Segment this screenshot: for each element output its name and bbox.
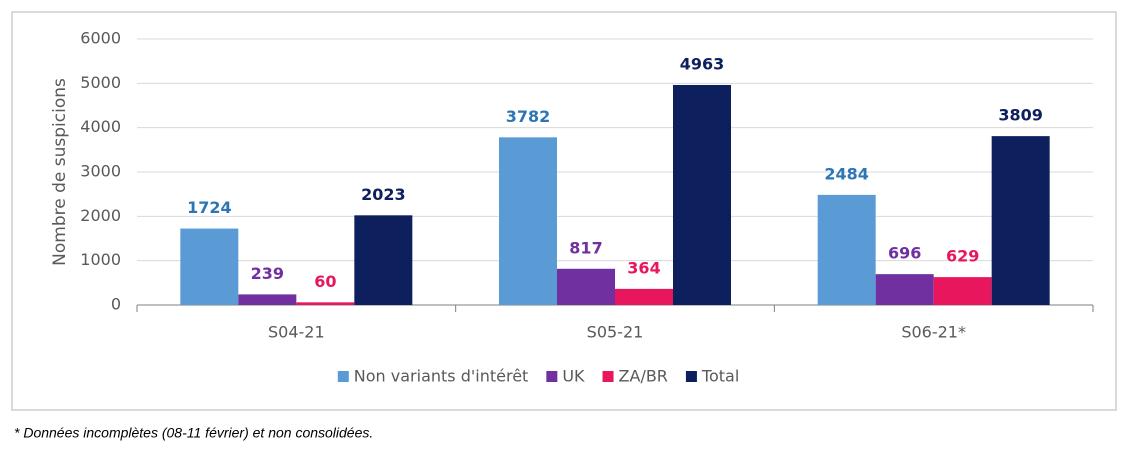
y-tick-label: 4000 xyxy=(80,117,121,136)
y-tick-label: 2000 xyxy=(80,206,121,225)
x-tick-label: S05-21 xyxy=(587,323,644,342)
value-label: 2023 xyxy=(361,185,406,204)
legend-label: Total xyxy=(701,367,739,386)
legend-swatch xyxy=(602,371,614,382)
bar xyxy=(615,288,673,305)
bar xyxy=(238,294,297,305)
y-tick-label: 0 xyxy=(111,295,121,314)
bar xyxy=(180,228,239,305)
y-tick-label: 1000 xyxy=(80,250,121,269)
x-tick-label: S04-21 xyxy=(268,323,325,342)
y-axis-label: Nombre de suspicions xyxy=(50,78,70,266)
value-label: 239 xyxy=(251,264,284,283)
bar xyxy=(499,137,557,305)
bar xyxy=(933,277,992,305)
bar xyxy=(354,215,413,305)
chart-frame xyxy=(11,11,1117,411)
bar xyxy=(296,302,355,305)
legend-label: UK xyxy=(562,367,585,386)
value-label: 2484 xyxy=(824,164,869,183)
bar xyxy=(817,194,876,305)
value-label: 1724 xyxy=(187,198,232,217)
legend-swatch xyxy=(337,371,349,382)
y-tick-label: 5000 xyxy=(80,73,121,92)
value-label: 3809 xyxy=(998,106,1043,125)
legend-swatch xyxy=(546,371,558,382)
bar xyxy=(673,84,731,305)
x-tick-label: S06-21* xyxy=(901,323,966,342)
value-label: 629 xyxy=(946,247,979,266)
value-label: 364 xyxy=(627,258,660,277)
legend-label: Non variants d'intérêt xyxy=(354,367,529,386)
value-label: 4963 xyxy=(680,54,725,73)
legend-label: ZA/BR xyxy=(619,367,668,386)
value-label: 60 xyxy=(314,272,336,291)
value-label: 3782 xyxy=(506,107,551,126)
y-tick-label: 3000 xyxy=(80,162,121,181)
value-label: 817 xyxy=(569,238,602,257)
bar xyxy=(991,136,1050,305)
y-tick-label: 6000 xyxy=(80,29,121,48)
bar xyxy=(875,274,934,305)
legend-swatch xyxy=(685,371,697,382)
footnote: * Données incomplètes (08-11 février) et… xyxy=(14,425,373,441)
bar xyxy=(557,268,615,305)
value-label: 696 xyxy=(888,244,921,263)
